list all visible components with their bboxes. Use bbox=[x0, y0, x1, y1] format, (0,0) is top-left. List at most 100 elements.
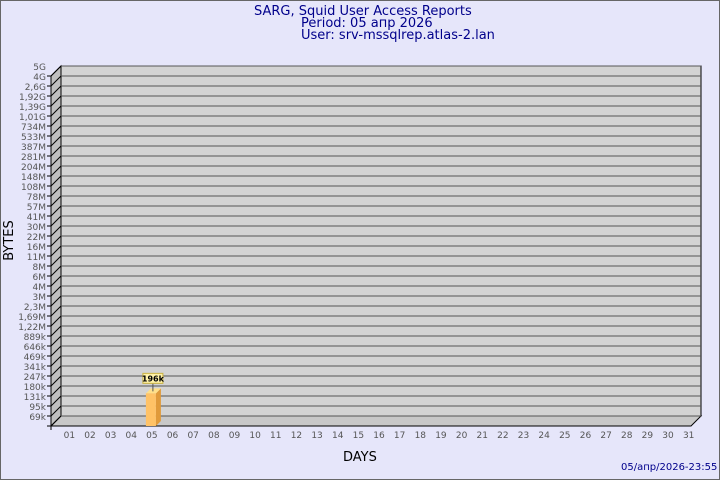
x-tick-label: 05 bbox=[146, 431, 157, 441]
x-tick-label: 11 bbox=[270, 431, 281, 441]
y-tick-slant bbox=[50, 415, 62, 427]
y-tick-slant bbox=[50, 295, 62, 307]
y-tick-slant bbox=[50, 75, 62, 87]
y-tick-label: 247k bbox=[24, 373, 47, 383]
y-tick-label: 1,92G bbox=[19, 93, 46, 103]
x-tick-label: 19 bbox=[435, 431, 447, 441]
y-tick-label: 281M bbox=[21, 153, 46, 163]
x-tick-label: 15 bbox=[353, 431, 364, 441]
y-tick-slant bbox=[50, 185, 62, 197]
y-tick-label: 469k bbox=[24, 353, 47, 363]
y-tick-label: 22M bbox=[27, 233, 46, 243]
y-tick-slant bbox=[50, 105, 62, 117]
y-tick-label: 734M bbox=[21, 123, 46, 133]
y-tick-slant bbox=[50, 355, 62, 367]
y-tick-slant bbox=[50, 385, 62, 397]
y-tick-label: 108M bbox=[21, 183, 46, 193]
x-tick-label: 10 bbox=[249, 431, 261, 441]
y-tick-slant bbox=[50, 255, 62, 267]
y-tick-label: 6M bbox=[33, 273, 47, 283]
x-tick-label: 02 bbox=[84, 431, 95, 441]
y-tick-slant bbox=[50, 395, 62, 407]
x-tick-label: 12 bbox=[291, 431, 302, 441]
x-tick-label: 28 bbox=[621, 431, 633, 441]
plot-left-wall bbox=[50, 64, 62, 428]
x-tick-label: 27 bbox=[600, 431, 611, 441]
y-tick-slant bbox=[50, 95, 62, 107]
chart-period: Period: 05 апр 2026 bbox=[301, 16, 433, 31]
y-tick-label: 30M bbox=[27, 223, 46, 233]
y-tick-label: 95k bbox=[29, 403, 46, 413]
y-tick-slant bbox=[50, 275, 62, 287]
y-tick-slant bbox=[50, 365, 62, 377]
x-tick-label: 30 bbox=[662, 431, 674, 441]
x-tick-label: 18 bbox=[415, 431, 427, 441]
y-tick-label: 131k bbox=[24, 393, 47, 403]
y-tick-slant bbox=[50, 195, 62, 207]
x-tick-label: 25 bbox=[559, 431, 570, 441]
x-tick-label: 22 bbox=[497, 431, 508, 441]
x-tick-label: 16 bbox=[373, 431, 385, 441]
y-tick-label: 4M bbox=[33, 283, 47, 293]
x-tick-label: 31 bbox=[683, 431, 694, 441]
x-tick-label: 21 bbox=[476, 431, 487, 441]
x-tick-label: 20 bbox=[456, 431, 468, 441]
y-tick-slant bbox=[50, 325, 62, 337]
footer-timestamp: 05/апр/2026-23:55 bbox=[621, 462, 718, 473]
x-axis-label: DAYS bbox=[343, 450, 377, 465]
y-tick-slant bbox=[50, 85, 62, 97]
y-tick-label: 646k bbox=[24, 343, 47, 353]
y-tick-slant bbox=[50, 375, 62, 387]
y-tick-slant bbox=[50, 335, 62, 347]
x-tick-label: 06 bbox=[167, 431, 179, 441]
y-tick-label: 2,3M bbox=[24, 303, 46, 313]
y-tick-label: 1,22M bbox=[18, 323, 46, 333]
y-tick-label: 1,69M bbox=[18, 313, 46, 323]
y-tick-label: 341k bbox=[24, 363, 47, 373]
y-tick-slant bbox=[50, 405, 62, 417]
y-tick-label: 57M bbox=[27, 203, 46, 213]
y-tick-slant bbox=[50, 145, 62, 157]
x-tick-label: 13 bbox=[311, 431, 322, 441]
y-tick-label: 533M bbox=[21, 133, 46, 143]
x-tick-label: 14 bbox=[332, 431, 344, 441]
y-tick-label: 5G bbox=[33, 63, 46, 73]
y-tick-label: 41M bbox=[27, 213, 46, 223]
y-tick-label: 387M bbox=[21, 143, 46, 153]
x-tick-label: 24 bbox=[538, 431, 550, 441]
x-tick-label: 04 bbox=[126, 431, 138, 441]
y-tick-slant bbox=[50, 115, 62, 127]
y-tick-slant bbox=[50, 175, 62, 187]
y-tick-slant bbox=[50, 345, 62, 357]
bar-side bbox=[155, 388, 161, 426]
y-tick-label: 2,6G bbox=[25, 83, 46, 93]
y-tick-label: 11M bbox=[27, 253, 46, 263]
data-label: 196k bbox=[142, 374, 165, 383]
y-tick-label: 1,01G bbox=[19, 113, 46, 123]
y-tick-slant bbox=[50, 155, 62, 167]
x-tick-label: 23 bbox=[518, 431, 529, 441]
y-tick-label: 889k bbox=[24, 333, 47, 343]
y-tick-slant bbox=[50, 65, 62, 77]
y-tick-slant bbox=[50, 165, 62, 177]
y-tick-slant bbox=[50, 265, 62, 277]
y-tick-slant bbox=[50, 135, 62, 147]
y-tick-slant bbox=[50, 285, 62, 297]
x-tick-label: 17 bbox=[394, 431, 405, 441]
y-tick-slant bbox=[50, 235, 62, 247]
y-tick-label: 204M bbox=[21, 163, 46, 173]
y-tick-slant bbox=[50, 245, 62, 257]
bar bbox=[145, 393, 156, 426]
y-tick-slant bbox=[50, 205, 62, 217]
y-tick-slant bbox=[50, 125, 62, 137]
y-tick-label: 148M bbox=[21, 173, 46, 183]
x-tick-label: 03 bbox=[105, 431, 116, 441]
x-tick-label: 26 bbox=[580, 431, 592, 441]
chart-title: SARG, Squid User Access Reports bbox=[254, 4, 472, 19]
y-tick-label: 4G bbox=[33, 73, 46, 83]
x-tick-label: 01 bbox=[64, 431, 75, 441]
plot-back-wall bbox=[60, 65, 702, 417]
x-tick-label: 08 bbox=[208, 431, 220, 441]
